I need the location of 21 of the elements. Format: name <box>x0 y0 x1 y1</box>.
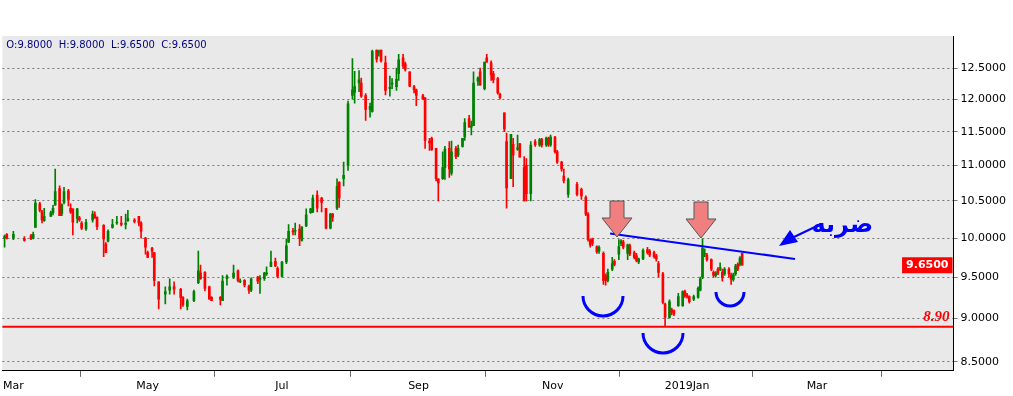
candlestick <box>408 71 412 88</box>
y-tick-label: 9.0000 <box>960 311 1000 325</box>
x-tick-label: Jul <box>274 379 289 393</box>
y-tick-label: 10.5000 <box>960 193 1007 207</box>
x-tick-label: Mar <box>806 379 828 393</box>
ref-line-label: 8.90 <box>923 308 951 325</box>
y-tick-label: 10.0000 <box>960 230 1007 244</box>
annotation: ضربه <box>811 210 874 239</box>
x-tick-label: Mar <box>2 379 25 393</box>
y-tick-label: 12.0000 <box>960 92 1007 106</box>
x-tick-label: Sep <box>408 379 429 393</box>
x-tick-label: May <box>136 379 160 393</box>
annotation: 9.6500 <box>906 258 949 272</box>
y-tick-label: 11.5000 <box>960 124 1007 138</box>
annotation: O:9.8000 H:9.8000 L:9.6500 C:9.6500 <box>6 38 207 50</box>
y-tick-label: 9.5000 <box>960 269 1000 283</box>
y-tick-label: 11.0000 <box>960 158 1007 172</box>
y-tick-label: 12.5000 <box>960 61 1007 75</box>
x-tick-label: Nov <box>542 379 565 393</box>
x-tick-label: 2019Jan <box>664 379 710 393</box>
y-tick-label: 8.5000 <box>960 354 1000 368</box>
